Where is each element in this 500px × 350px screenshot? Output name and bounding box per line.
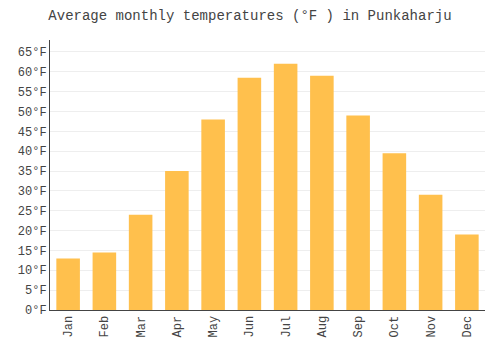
svg-text:60°F: 60°F [18, 66, 47, 80]
svg-text:50°F: 50°F [18, 106, 47, 120]
svg-text:55°F: 55°F [18, 86, 47, 100]
svg-text:Jan: Jan [62, 316, 76, 338]
svg-text:May: May [207, 316, 221, 338]
svg-text:Feb: Feb [98, 316, 112, 338]
svg-text:25°F: 25°F [18, 205, 47, 219]
svg-text:Jun: Jun [243, 316, 257, 338]
svg-text:15°F: 15°F [18, 245, 47, 259]
svg-text:20°F: 20°F [18, 225, 47, 239]
svg-text:Apr: Apr [171, 316, 185, 338]
svg-text:30°F: 30°F [18, 185, 47, 199]
svg-text:0°F: 0°F [25, 304, 47, 318]
svg-text:5°F: 5°F [25, 284, 47, 298]
svg-text:35°F: 35°F [18, 165, 47, 179]
svg-text:10°F: 10°F [18, 264, 47, 278]
svg-text:40°F: 40°F [18, 145, 47, 159]
svg-text:Jul: Jul [280, 316, 294, 338]
svg-text:Dec: Dec [461, 316, 475, 338]
svg-text:Aug: Aug [316, 316, 330, 338]
svg-text:Oct: Oct [388, 316, 402, 338]
svg-text:45°F: 45°F [18, 126, 47, 140]
svg-text:65°F: 65°F [18, 46, 47, 60]
svg-text:Average monthly temperatures (: Average monthly temperatures (°F ) in Pu… [48, 8, 451, 24]
svg-text:Sep: Sep [352, 316, 366, 338]
svg-text:Nov: Nov [425, 316, 439, 338]
svg-text:Mar: Mar [135, 316, 149, 338]
